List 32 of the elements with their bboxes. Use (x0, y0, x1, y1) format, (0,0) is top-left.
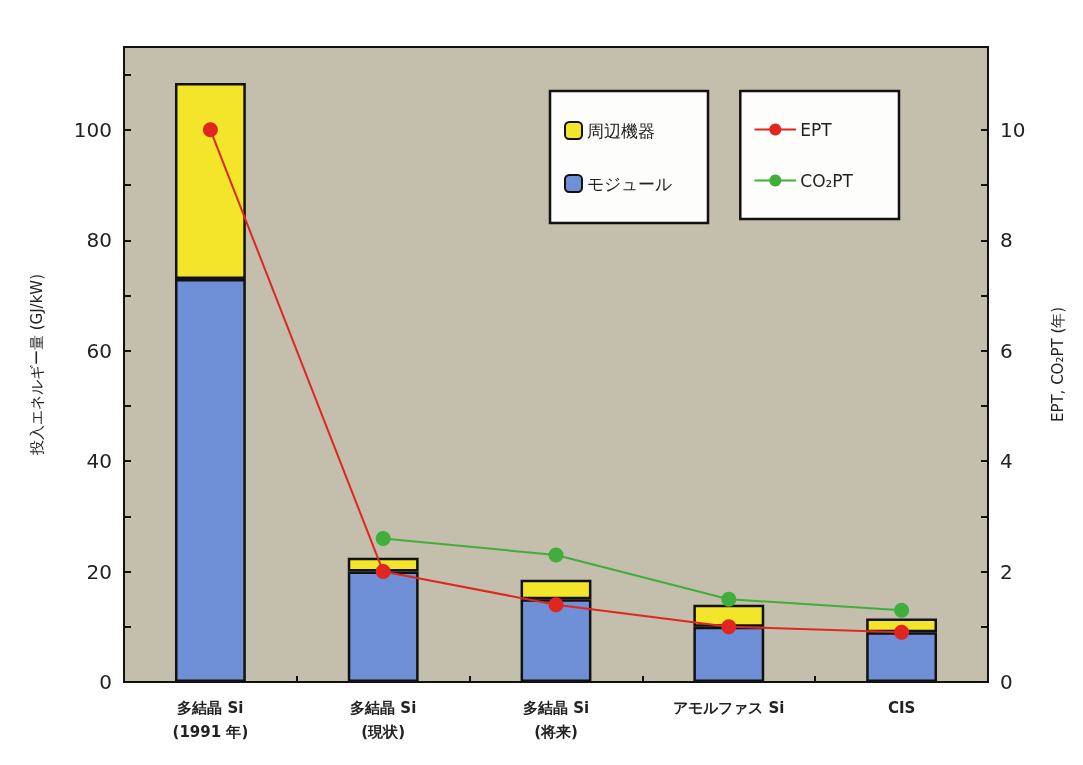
y-tick-label: 80 (86, 228, 112, 253)
point (721, 591, 737, 607)
point (375, 564, 391, 580)
x-tick-label: アモルファス Si (673, 699, 785, 717)
point (721, 619, 737, 635)
y-tick-label: 20 (86, 559, 112, 584)
y-tick-label: 40 (86, 449, 112, 474)
y-tick-label: 0 (99, 670, 112, 694)
y-tick-label: 100 (73, 117, 112, 142)
y2-tick-label: 8 (1000, 228, 1013, 253)
y2-tick-label: 10 (1000, 117, 1026, 142)
point (894, 602, 910, 618)
y-tick-label: 60 (86, 338, 112, 363)
y-axis-title: 投入エネルギー量 (GJ/kW) (27, 273, 46, 457)
x-tick-label: 多結晶 Si (将来) (522, 699, 590, 741)
legend-label: モジュール (587, 173, 672, 194)
x-tick-label: 多結晶 Si (現状) (350, 699, 417, 741)
legend-label: EPT (800, 119, 833, 140)
y2-tick-label: 4 (1000, 449, 1013, 474)
point (894, 624, 910, 640)
y2-tick-label: 6 (1000, 338, 1013, 363)
x-tick-label: CIS (887, 699, 916, 717)
x-tick-label: 多結晶 Si (1991 年) (172, 699, 249, 741)
point (375, 530, 391, 546)
legend-label: CO₂PT (800, 170, 854, 191)
point (548, 547, 564, 563)
legend-label: 周辺機器 (587, 120, 655, 141)
y2-tick-label: 0 (1000, 670, 1013, 694)
y2-tick-label: 2 (1000, 559, 1013, 584)
y2-axis-title: EPT, CO₂PT (年) (1048, 306, 1067, 423)
point (548, 597, 564, 613)
point (202, 122, 218, 138)
